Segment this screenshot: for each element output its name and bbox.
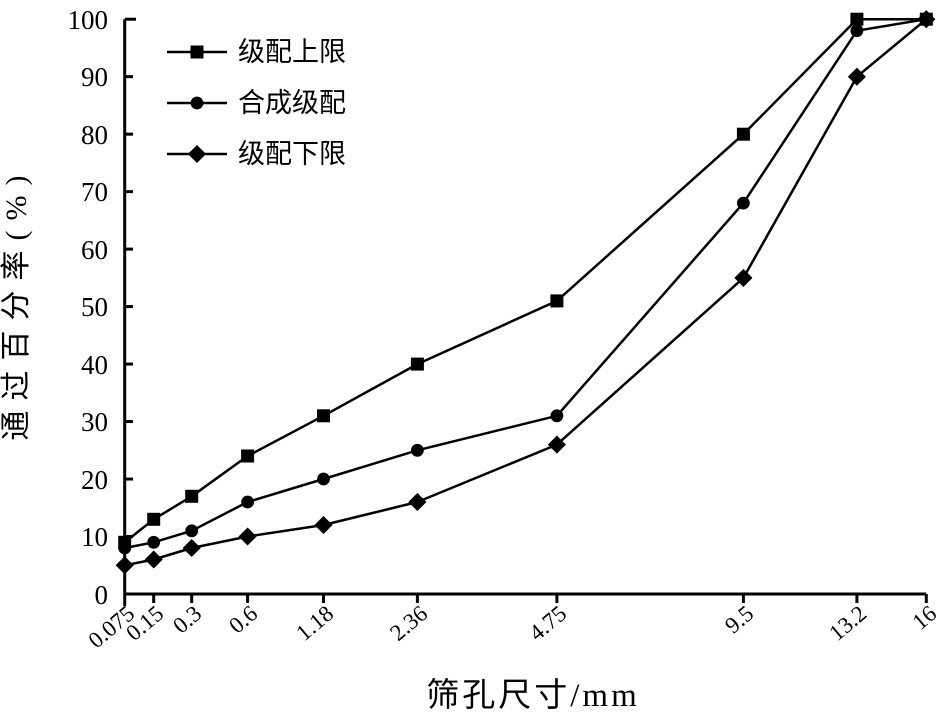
svg-text:0: 0: [95, 580, 109, 610]
svg-text:级配下限: 级配下限: [238, 139, 346, 169]
svg-text:20: 20: [81, 465, 108, 495]
svg-text:10: 10: [81, 522, 108, 552]
svg-text:70: 70: [81, 177, 108, 207]
svg-text:100: 100: [68, 5, 109, 35]
svg-text:合成级配: 合成级配: [238, 88, 346, 118]
svg-text:80: 80: [81, 120, 108, 150]
svg-text:40: 40: [81, 350, 108, 380]
svg-text:通过百分率(%): 通过百分率(%): [0, 166, 33, 441]
svg-text:50: 50: [81, 292, 108, 322]
svg-text:30: 30: [81, 407, 108, 437]
svg-text:90: 90: [81, 62, 108, 92]
svg-text:60: 60: [81, 235, 108, 265]
svg-text:筛孔尺寸/mm: 筛孔尺寸/mm: [426, 677, 640, 714]
svg-text:级配上限: 级配上限: [238, 37, 346, 67]
